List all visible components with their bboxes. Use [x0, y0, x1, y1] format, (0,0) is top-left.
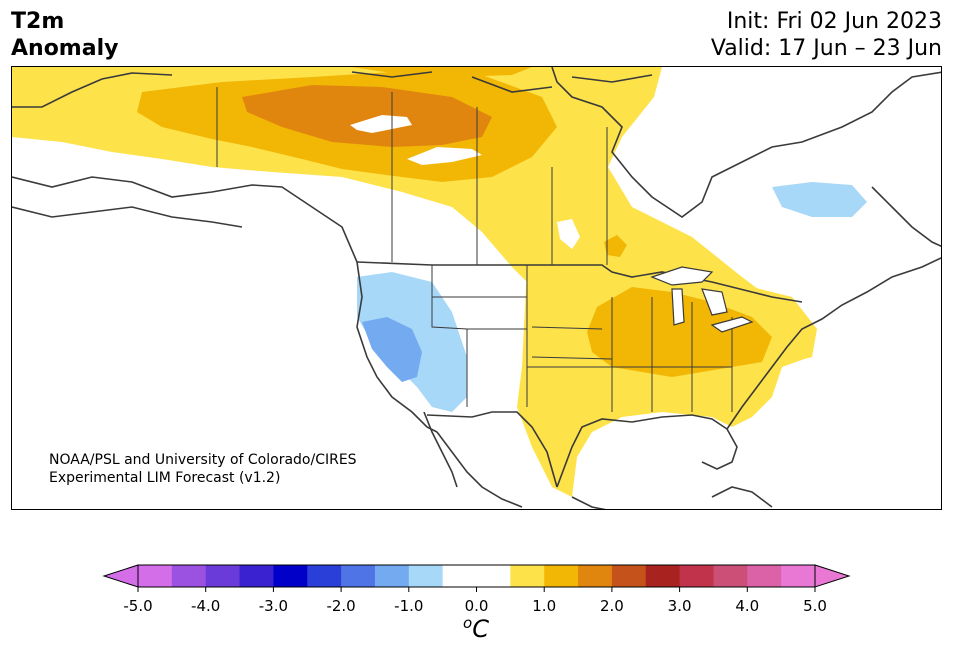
title-line-2: Anomaly: [11, 36, 119, 61]
colorbar-cell: [747, 565, 782, 587]
credit-line-1: NOAA/PSL and University of Colorado/CIRE…: [49, 452, 357, 468]
white-patch-2: [407, 147, 482, 165]
colorbar-cell: [273, 565, 308, 587]
colorbar-tick-label: 5.0: [803, 597, 827, 615]
colorbar-cell: [171, 565, 207, 587]
colorbar-cell: [578, 565, 613, 587]
colorbar-cell: [476, 565, 511, 587]
colorbar-tick-label: 4.0: [735, 597, 759, 615]
yucatan-coast: [571, 486, 773, 509]
colorbar-tick-label: -4.0: [191, 597, 220, 615]
mexico-west-coast: [436, 431, 523, 508]
colorbar-cell: [679, 565, 714, 587]
great-lakes: [650, 266, 754, 333]
colorbar-cell: [205, 565, 241, 587]
labrador-coast: [871, 186, 941, 247]
white-patch-1: [350, 115, 412, 133]
init-date: Init: Fri 02 Jun 2023: [726, 9, 942, 34]
colorbar-tick-label: -5.0: [123, 597, 152, 615]
colorbar-min-extension: [102, 564, 139, 588]
colorbar-cells: [138, 565, 816, 587]
colorbar-tick-label: 3.0: [668, 597, 692, 615]
west-coast-line: [12, 72, 438, 433]
colorbar-tick-label: 1.0: [532, 597, 556, 615]
lake-erie: [710, 316, 754, 333]
colorbar-cell: [544, 565, 579, 587]
white-patch-3: [557, 219, 580, 249]
anomaly-region-west-blue: [362, 317, 422, 382]
colorbar-cell: [781, 565, 816, 587]
colorbar-cell: [611, 565, 647, 587]
colorbar-ticks: -5.0 -4.0 -3.0 -2.0 -1.0 0.0 1.0 2.0 3.0 4.0 5.0: [123, 587, 827, 615]
baja-california: [423, 411, 458, 488]
lake-superior: [650, 266, 714, 286]
colorbar-cell: [713, 565, 748, 587]
colorbar-cell: [374, 565, 410, 587]
colorbar-cell: [510, 565, 545, 587]
boundaries: [12, 67, 941, 509]
colorbar-cell: [239, 565, 274, 587]
province-borders: [216, 87, 608, 265]
arctic-islands: [351, 71, 653, 93]
colorbar-cell: [442, 565, 477, 587]
canada-us-border: [356, 261, 803, 303]
map-panel: NOAA/PSL and University of Colorado/CIRE…: [11, 66, 942, 510]
valid-range: Valid: 17 Jun – 23 Jun: [710, 36, 942, 61]
title-line-1: T2m: [11, 9, 65, 34]
east-coast: [726, 257, 941, 430]
anomaly-region-quebec-blue: [772, 182, 867, 217]
colorbar-tick-label: -2.0: [326, 597, 355, 615]
colorbar-tick-label: -3.0: [259, 597, 288, 615]
colorbar-tick-label: -1.0: [394, 597, 423, 615]
anomaly-map: NOAA/PSL and University of Colorado/CIRE…: [12, 67, 941, 509]
lake-huron: [701, 288, 728, 316]
credit-text: NOAA/PSL and University of Colorado/CIRE…: [49, 452, 357, 486]
colorbar-tick-label: 2.0: [600, 597, 624, 615]
unit-label: oC: [463, 614, 489, 643]
colorbar-cell: [408, 565, 444, 587]
colorbar-cell: [341, 565, 376, 587]
colorbar-max-extension: [814, 564, 851, 588]
anomaly-region-canada-dark-orange: [242, 85, 492, 147]
credit-line-2: Experimental LIM Forecast (v1.2): [49, 470, 280, 486]
us-mexico-border: [426, 411, 558, 488]
anomaly-region-small-orange: [604, 235, 627, 257]
state-borders: [431, 265, 733, 412]
unit-degree: o: [463, 614, 473, 632]
gulf-coast: [556, 414, 738, 488]
colorbar-tick-label: 0.0: [465, 597, 489, 615]
alaska-peninsula: [12, 206, 243, 228]
anomaly-region-arctic-orange: [352, 67, 532, 77]
lake-michigan: [671, 288, 685, 326]
colorbar-cell: [307, 565, 342, 587]
unit-letter: C: [472, 615, 489, 643]
date-info: Init: Fri 02 Jun 2023 Valid: 17 Jun – 23…: [711, 8, 942, 62]
colorbar-cell: [645, 565, 681, 587]
colorbar-cell: [138, 565, 173, 587]
hudson-bay: [551, 67, 941, 218]
map-title: T2m Anomaly: [11, 8, 118, 62]
